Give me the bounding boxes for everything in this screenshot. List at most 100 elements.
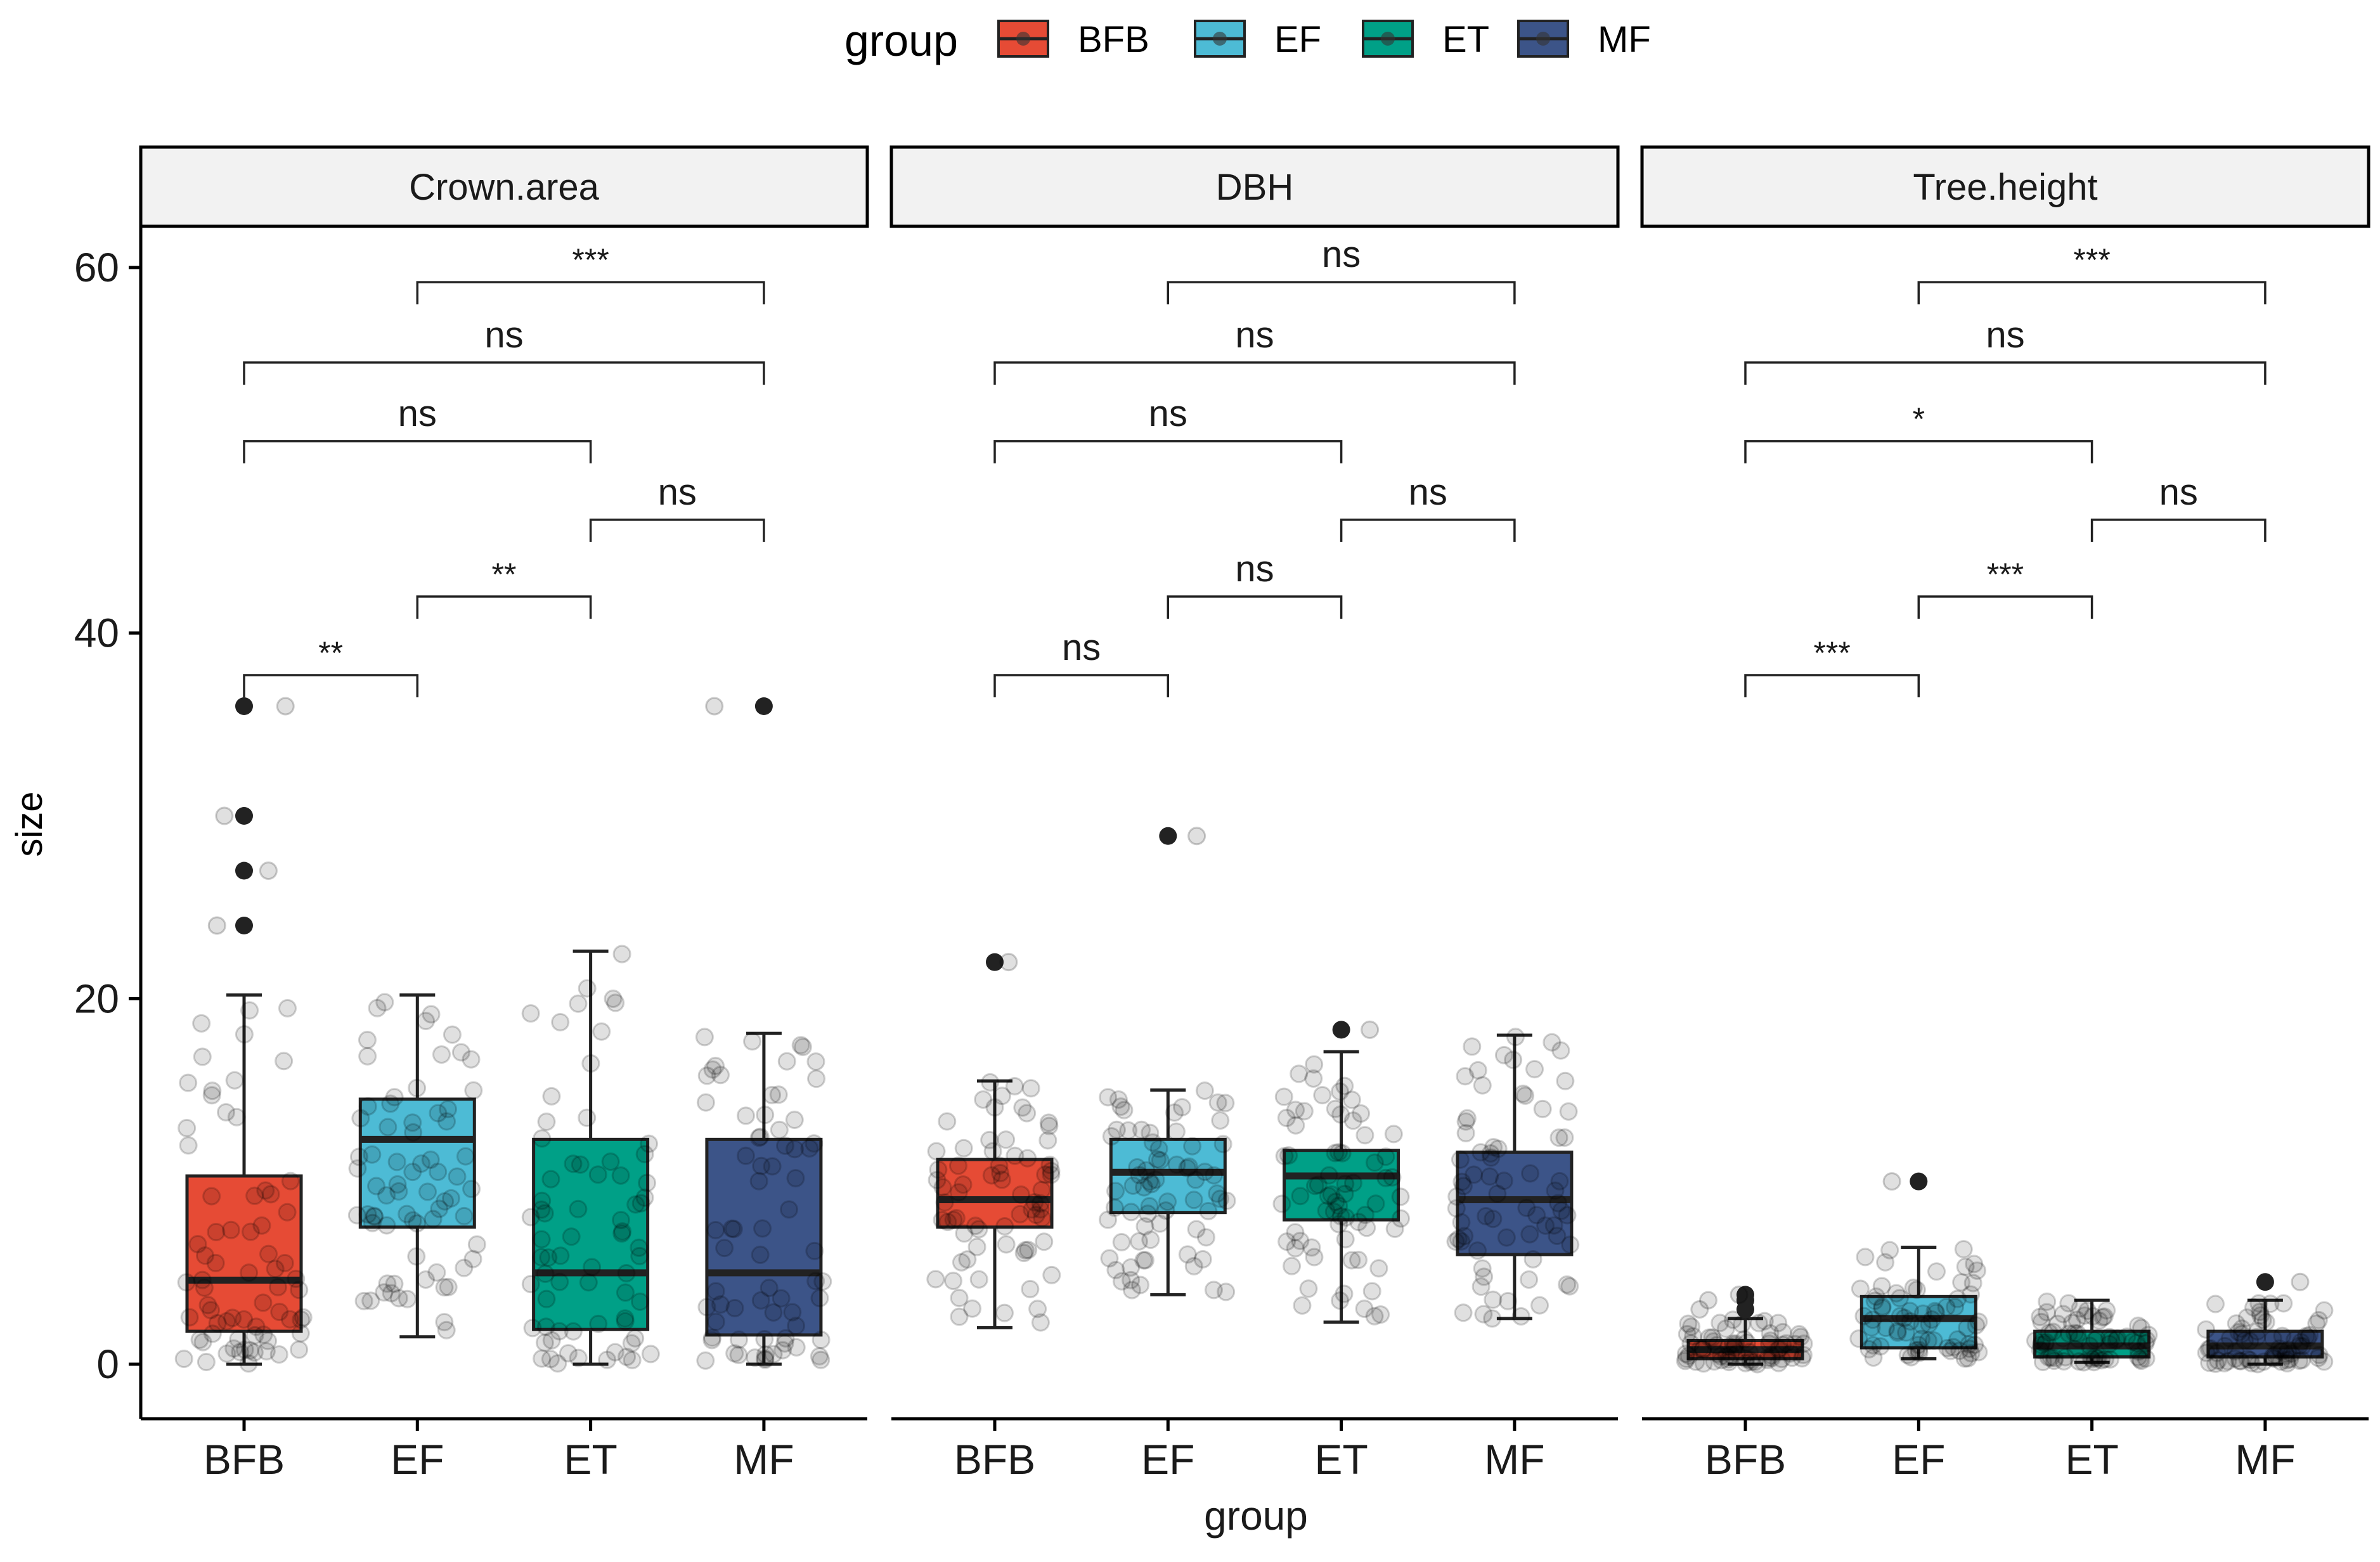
jitter-point	[349, 1147, 368, 1166]
significance-bracket-bfb-mf: ns	[993, 314, 1516, 385]
jitter-point	[2131, 1350, 2150, 1369]
jitter-point	[1719, 1350, 1738, 1369]
jitter-point	[1888, 1322, 1907, 1341]
jitter-point	[1901, 1312, 1920, 1331]
jitter-point	[571, 1155, 590, 1174]
jitter-point	[955, 1224, 974, 1243]
jitter-point	[241, 1341, 260, 1360]
jitter-point	[278, 998, 297, 1017]
jitter-point	[377, 1186, 396, 1205]
jitter-point	[800, 1139, 819, 1158]
jitter-point	[1349, 1250, 1368, 1269]
jitter-point	[1134, 1251, 1153, 1270]
jitter-point	[1473, 1259, 1492, 1278]
jitter-point	[207, 1222, 226, 1241]
jitter-point	[2118, 1327, 2137, 1346]
jitter-point	[455, 1258, 474, 1277]
jitter-point	[2031, 1341, 2050, 1360]
jitter-point	[1521, 1164, 1540, 1183]
jitter-point	[245, 1326, 264, 1345]
significance-label: ***	[1987, 557, 2024, 592]
legend: group BFB EF ET MF	[844, 16, 1651, 65]
jitter-point	[1031, 1313, 1050, 1332]
jitter-point	[1456, 1067, 1475, 1086]
legend-label: BFB	[1078, 19, 1149, 60]
jitter-point	[548, 1354, 567, 1373]
jitter-point	[1366, 1194, 1385, 1213]
jitter-point	[1561, 1236, 1580, 1255]
jitter-point	[954, 1175, 973, 1194]
significance-bracket-et-mf: ns	[1340, 472, 1516, 542]
jitter-point	[377, 1216, 396, 1235]
jitter-point	[1355, 1206, 1374, 1225]
jitter-point	[1342, 1090, 1361, 1109]
jitter-point	[1525, 1060, 1544, 1079]
jitter-point	[2096, 1350, 2115, 1369]
x-tick-label: BFB	[954, 1436, 1035, 1483]
jitter-point	[1483, 1309, 1502, 1328]
jitter-point	[777, 1052, 796, 1071]
jitter-point	[1040, 1116, 1059, 1135]
jitter-point	[2265, 1346, 2284, 1365]
jitter-point	[1458, 1109, 1477, 1128]
jitter-point	[2039, 1348, 2058, 1367]
jitter-point	[224, 1339, 243, 1358]
jitter-point	[2278, 1354, 2297, 1373]
bracket-line	[416, 595, 592, 619]
jitter-point	[1725, 1338, 1744, 1357]
jitter-point	[348, 1159, 367, 1178]
jitter-point	[2095, 1307, 2114, 1326]
jitter-point	[1927, 1303, 1946, 1322]
jitter-point	[780, 1200, 799, 1219]
jitter-point	[2272, 1342, 2291, 1361]
jitter-point	[2085, 1353, 2104, 1372]
jitter-point	[1748, 1355, 1767, 1374]
jitter-point	[550, 1272, 569, 1291]
jitter-point	[1872, 1277, 1891, 1296]
jitter-point	[2069, 1329, 2088, 1348]
jitter-point	[2100, 1350, 2119, 1369]
jitter-point	[2263, 1348, 2282, 1367]
jitter-point	[1962, 1285, 1981, 1304]
jitter-point	[2218, 1352, 2237, 1371]
jitter-point	[2129, 1348, 2148, 1367]
jitter-point	[1516, 1086, 1535, 1105]
jitter-point	[1178, 1245, 1197, 1264]
jitter-point	[1906, 1341, 1925, 1360]
jitter-point	[550, 1322, 569, 1341]
jitter-point	[1792, 1349, 1811, 1368]
jitter-point	[1343, 1173, 1362, 1192]
jitter-point	[969, 1220, 988, 1239]
jitter-point	[1452, 1232, 1471, 1251]
jitter-point	[1361, 1020, 1380, 1039]
jitter-point	[1719, 1353, 1738, 1372]
jitter-point	[1326, 1099, 1345, 1118]
bracket-line	[589, 519, 765, 542]
jitter-point	[2062, 1314, 2081, 1333]
jitter-point	[2200, 1353, 2219, 1372]
jitter-point	[1497, 1228, 1516, 1247]
jitter-point	[1927, 1262, 1946, 1281]
jitter-point	[1208, 1093, 1227, 1112]
jitter-point	[217, 1312, 236, 1331]
jitter-point	[725, 1344, 744, 1363]
jitter-point	[1724, 1334, 1743, 1353]
significance-bracket-et-mf: ns	[589, 472, 765, 542]
jitter-point	[2277, 1346, 2296, 1365]
jitter-point	[217, 1103, 236, 1122]
jitter-point	[1324, 1203, 1343, 1222]
jitter-point	[1904, 1278, 1923, 1297]
jitter-point	[589, 1314, 608, 1333]
box-iqr	[532, 1137, 650, 1331]
jitter-point	[367, 1177, 386, 1196]
jitter-point	[2107, 1331, 2126, 1350]
significance-bracket-ef-mf: ***	[1917, 242, 2267, 305]
jitter-point	[1335, 1184, 1354, 1203]
jitter-point	[2309, 1310, 2328, 1329]
jitter-point	[259, 1244, 278, 1263]
jitter-point	[950, 1288, 969, 1307]
jitter-point	[769, 1085, 788, 1104]
jitter-point	[1958, 1349, 1977, 1368]
jitter-point	[2251, 1302, 2270, 1321]
jitter-point	[2136, 1334, 2155, 1353]
